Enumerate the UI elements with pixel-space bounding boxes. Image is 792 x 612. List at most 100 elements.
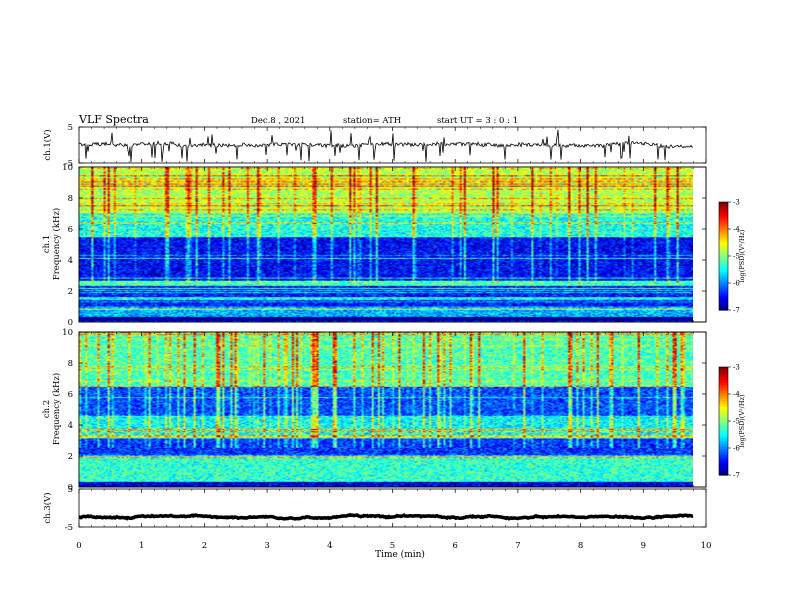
cb1-swatch [719,274,728,277]
cb2-swatch [719,395,728,398]
cb2-swatch [719,371,728,374]
cb1-swatch [719,296,728,299]
cb1-tick-label: -7 [733,307,740,315]
ch2-spectrogram-ytick-label: 0 [68,483,73,493]
cb1-swatch [719,272,728,275]
cb2-swatch [719,411,728,414]
x-tick-label: 10 [701,541,712,551]
cb1-swatch [719,208,728,211]
cb2-swatch [719,367,728,370]
cb2-tick-label: -6 [733,445,740,453]
cb1-tick-label: -3 [733,199,740,207]
cb1-swatch [719,238,728,241]
cb2-swatch [719,399,728,402]
cb2-swatch [719,431,728,434]
cb1-swatch [719,308,728,311]
ch2-spectrogram-ylabel-line2: Frequency (kHz) [51,373,62,445]
cb2-swatch [719,443,728,446]
cb2-swatch [719,465,728,468]
ch1-spectrogram-ylabel-line1: ch.1 [42,235,52,253]
ch1-waveform-ylabel: ch.1(V) [42,129,53,160]
cb2-swatch [719,441,728,444]
cb1-swatch [719,202,728,205]
cb1-swatch [719,212,728,215]
cb1-swatch [719,240,728,243]
cb1-swatch [719,224,728,227]
ch1-spectrogram-ytick-label: 6 [68,225,73,235]
cb1-swatch [719,214,728,217]
cb2-swatch [719,471,728,474]
cb2-label: log(PSD)(V²/Hz) [738,394,746,447]
cb1-swatch [719,218,728,221]
cb2-swatch [719,413,728,416]
ch3-waveform-ylabel-group: ch.3(V) [42,492,53,523]
cb1-swatch [719,302,728,305]
cb1-label: log(PSD)(V²/Hz) [738,229,746,282]
cb2-swatch [719,469,728,472]
ch1-spectrogram-ytick-label: 0 [68,318,73,328]
cb2-swatch [719,461,728,464]
cb2-swatch [719,393,728,396]
cb1-swatch [719,286,728,289]
x-tick-label: 8 [578,541,583,551]
cb2-swatch [719,391,728,394]
cb2-swatch [719,381,728,384]
cb2-swatch [719,369,728,372]
cb1-swatch [719,216,728,219]
cb1-swatch [719,266,728,269]
cb2-swatch [719,389,728,392]
ch1-spectrogram-ytick-label: 10 [62,163,73,173]
cb2-swatch [719,409,728,412]
cb1-swatch [719,268,728,271]
cb1-swatch [719,230,728,233]
cb1-swatch [719,256,728,259]
cb1-swatch [719,262,728,265]
x-axis-label: Time (min) [375,549,425,560]
ch2-spectrogram-image [79,332,693,487]
cb2-swatch [719,467,728,470]
cb2-swatch [719,423,728,426]
cb2-swatch [719,415,728,418]
header-start-time: start UT = 3 : 0 : 1 [437,116,518,126]
x-tick-label: 7 [515,541,520,551]
cb2-swatch [719,377,728,380]
ch2-spectrogram-ytick-label: 6 [68,390,73,400]
ch1-waveform-trace [78,129,694,162]
ch2-spectrogram-panel [78,331,707,488]
ch1-colorbar: -3 -4 -5 -6 -7 log(PSD)(V²/Hz) [718,199,746,315]
cb2-swatch [719,405,728,408]
ch2-spectrogram-ylabel-group: ch.2 Frequency (kHz) [42,373,62,445]
cb1-swatch [719,288,728,291]
cb2-swatch [719,375,728,378]
x-tick-label: 4 [327,541,332,551]
cb2-label-group: log(PSD)(V²/Hz) [738,394,746,447]
cb1-swatch [719,210,728,213]
x-tick-label: 2 [202,541,207,551]
ch2-spectrogram-ylabel-line1: ch.2 [42,400,52,418]
cb1-swatch [719,228,728,231]
cb1-tick-label: -5 [733,253,740,261]
ch3-waveform-ylabel: ch.3(V) [42,492,53,523]
header-date: Dec.8 , 2021 [251,116,305,126]
cb2-swatch [719,419,728,422]
cb1-swatch [719,298,728,301]
cb2-swatch [719,397,728,400]
cb2-swatch [719,439,728,442]
x-tick-label: 0 [76,541,81,551]
cb2-swatch [719,453,728,456]
cb2-swatch [719,425,728,428]
cb1-swatch [719,282,728,285]
cb1-swatch [719,206,728,209]
cb1-swatch [719,292,728,295]
cb2-swatch [719,387,728,390]
cb2-swatch [719,421,728,424]
cb1-swatch [719,252,728,255]
x-tick-label: 6 [452,541,457,551]
figure-title: VLF Spectra [78,113,149,126]
header-station: station= ATH [343,116,401,126]
cb1-swatch [719,246,728,249]
x-tick-label: 9 [641,541,646,551]
cb2-swatch [719,407,728,410]
